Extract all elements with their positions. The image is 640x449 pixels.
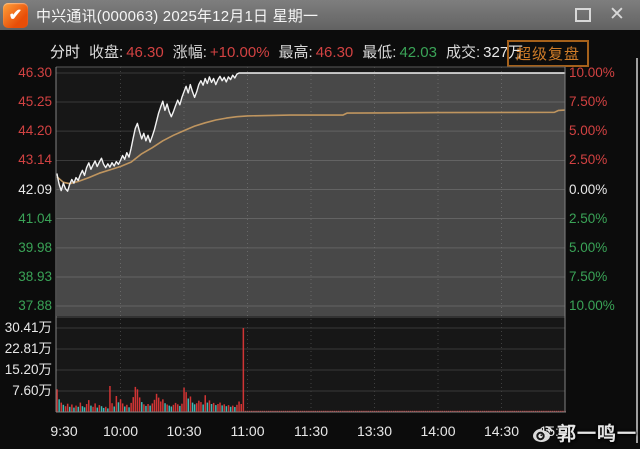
high-field: 最高: 46.30 [278,44,354,61]
change-value: +10.00% [209,44,270,61]
weibo-icon [532,425,553,442]
volume-bars [56,328,566,412]
close-button[interactable]: ✕ [609,4,625,25]
volume-field: 成交: 327万 [445,44,524,61]
volume-value: 327万 [483,44,524,61]
change-field: 涨幅: +10.00% [172,44,270,61]
price-line [56,72,566,192]
maximize-button[interactable] [572,4,594,26]
low-value: 42.03 [399,44,437,61]
app-icon[interactable]: ✔ [3,2,28,28]
window-buttons: ✕ [572,4,640,26]
info-bar: 分时 收盘: 46.30 涨幅: +10.00% 最高: 46.30 最低: 42.03… [50,41,532,62]
average-price-line [56,109,566,185]
window-title: 中兴通讯(000063) 2025年12月1日 星期一 [36,7,319,25]
right-scrollbar[interactable] [636,58,638,443]
mode-label[interactable]: 分时 [50,44,81,61]
low-field: 最低: 42.03 [362,44,437,61]
price-area-fill [57,73,565,316]
close-field: 收盘: 46.30 [89,44,164,61]
super-replay-button[interactable]: 超级复盘 [507,40,590,67]
close-value: 46.30 [126,44,164,61]
check-icon: ✔ [8,7,23,24]
watermark: 郭一鸣一 [531,419,637,446]
maximize-icon [575,8,591,22]
titlebar[interactable]: ✔ 中兴通讯(000063) 2025年12月1日 星期一 ✕ [0,0,640,30]
watermark-text: 郭一鸣一 [556,424,637,445]
high-value: 46.30 [315,44,354,61]
